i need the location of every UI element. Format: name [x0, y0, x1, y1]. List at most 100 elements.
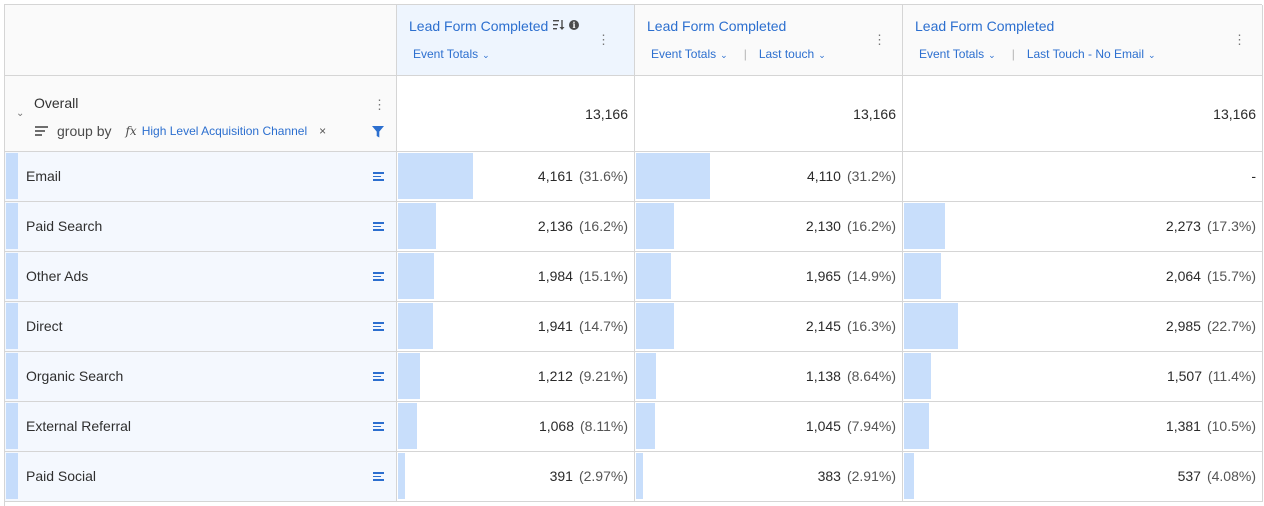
- cell-percent: (10.5%): [1206, 418, 1256, 434]
- column-header-1[interactable]: Lead Form Completed i ⋮ Event Totals ⌄: [397, 5, 635, 76]
- attribution-dropdown[interactable]: Last touch ⌄: [758, 47, 826, 61]
- group-by-icon: [35, 126, 48, 136]
- column-title[interactable]: Lead Form Completed: [647, 18, 787, 34]
- table-row-header[interactable]: Organic Search: [5, 352, 397, 402]
- cell-value: 1,984 (15.1%): [538, 252, 628, 300]
- info-icon[interactable]: i: [569, 20, 579, 30]
- cell-value: 1,212 (9.21%): [538, 352, 628, 400]
- share-bar: [398, 303, 433, 349]
- table-cell[interactable]: 4,110 (31.2%): [635, 152, 903, 202]
- column-title[interactable]: Lead Form Completed: [915, 18, 1055, 34]
- table-cell[interactable]: 1,212 (9.21%): [397, 352, 635, 402]
- row-label[interactable]: Direct: [26, 318, 63, 334]
- breakdown-icon[interactable]: [373, 422, 384, 431]
- cell-percent: (17.3%): [1206, 218, 1256, 234]
- metric-dropdown[interactable]: Event Totals ⌄: [919, 47, 996, 61]
- sort-descending-icon[interactable]: [553, 19, 565, 31]
- cell-count: 1,212: [537, 368, 573, 384]
- row-label[interactable]: External Referral: [26, 418, 132, 434]
- breakdown-icon[interactable]: [373, 472, 384, 481]
- table-cell[interactable]: -: [903, 152, 1263, 202]
- cell-value: 4,161 (31.6%): [538, 152, 628, 200]
- column-header-2[interactable]: Lead Form Completed ⋮ Event Totals ⌄ | La…: [635, 5, 903, 76]
- collapse-chevron-icon[interactable]: ⌄: [16, 108, 25, 119]
- row-label[interactable]: Email: [26, 168, 62, 184]
- more-options-icon[interactable]: ⋮: [1233, 32, 1246, 47]
- dimension-name[interactable]: High Level Acquisition Channel: [141, 124, 308, 138]
- row-accent: [6, 403, 18, 449]
- row-label[interactable]: Organic Search: [26, 368, 124, 384]
- table-cell[interactable]: 2,130 (16.2%): [635, 202, 903, 252]
- table-cell[interactable]: 2,985 (22.7%): [903, 302, 1263, 352]
- cell-value: 383 (2.91%): [818, 452, 896, 500]
- column-title[interactable]: Lead Form Completed: [409, 18, 549, 34]
- cell-percent: (8.64%): [846, 368, 896, 384]
- filter-icon[interactable]: [372, 126, 384, 138]
- table-row-header[interactable]: External Referral: [5, 402, 397, 452]
- table-cell[interactable]: 2,145 (16.3%): [635, 302, 903, 352]
- more-options-icon[interactable]: ⋮: [373, 97, 386, 112]
- row-accent: [6, 303, 18, 349]
- table-cell[interactable]: 1,507 (11.4%): [903, 352, 1263, 402]
- table-cell[interactable]: 1,381 (10.5%): [903, 402, 1263, 452]
- column-header-3[interactable]: Lead Form Completed ⋮ Event Totals ⌄ | La…: [903, 5, 1263, 76]
- table-row-header[interactable]: Direct: [5, 302, 397, 352]
- table-row-header[interactable]: Other Ads: [5, 252, 397, 302]
- cell-count: 2,136: [537, 218, 573, 234]
- row-label[interactable]: Paid Search: [26, 218, 103, 234]
- table-cell[interactable]: 1,045 (7.94%): [635, 402, 903, 452]
- row-accent: [6, 153, 18, 199]
- row-label[interactable]: Paid Social: [26, 468, 97, 484]
- table-cell[interactable]: 383 (2.91%): [635, 452, 903, 502]
- metric-dropdown[interactable]: Event Totals ⌄: [413, 47, 490, 61]
- breakdown-icon[interactable]: [373, 222, 384, 231]
- cell-count: 383: [817, 468, 841, 484]
- breakdown-icon[interactable]: [373, 322, 384, 331]
- table-cell[interactable]: 1,138 (8.64%): [635, 352, 903, 402]
- table-row-header[interactable]: Paid Search: [5, 202, 397, 252]
- cell-value: 1,045 (7.94%): [806, 402, 896, 450]
- remove-dimension-icon[interactable]: ×: [319, 124, 327, 138]
- table-row-header[interactable]: Email: [5, 152, 397, 202]
- chevron-down-icon: ⌄: [988, 50, 996, 60]
- cell-percent: (16.2%): [846, 218, 896, 234]
- table-cell[interactable]: 2,064 (15.7%): [903, 252, 1263, 302]
- row-label[interactable]: Other Ads: [26, 268, 89, 284]
- overall-total: 13,166: [635, 76, 903, 152]
- share-bar: [904, 403, 929, 449]
- table-cell[interactable]: 1,068 (8.11%): [397, 402, 635, 452]
- table-cell[interactable]: 1,965 (14.9%): [635, 252, 903, 302]
- cell-value: 4,110 (31.2%): [807, 152, 896, 200]
- table-cell[interactable]: 4,161 (31.6%): [397, 152, 635, 202]
- breakdown-icon[interactable]: [373, 272, 384, 281]
- dimension-tag[interactable]: fx High Level Acquisition Channel ×: [125, 124, 326, 138]
- share-bar: [904, 303, 958, 349]
- cell-percent: (15.7%): [1206, 268, 1256, 284]
- more-options-icon[interactable]: ⋮: [597, 32, 610, 47]
- overall-total: 13,166: [903, 76, 1263, 152]
- table-cell[interactable]: 2,273 (17.3%): [903, 202, 1263, 252]
- table-cell[interactable]: 537 (4.08%): [903, 452, 1263, 502]
- breakdown-icon[interactable]: [373, 172, 384, 181]
- more-options-icon[interactable]: ⋮: [873, 32, 886, 47]
- cell-percent: (2.97%): [578, 468, 628, 484]
- attribution-dropdown[interactable]: Last Touch - No Email ⌄: [1026, 47, 1156, 61]
- cell-percent: (22.7%): [1206, 318, 1256, 334]
- share-bar: [636, 203, 674, 249]
- cell-value: 2,130 (16.2%): [806, 202, 896, 250]
- share-bar: [398, 353, 420, 399]
- chevron-down-icon: ⌄: [818, 50, 826, 60]
- share-bar: [636, 403, 655, 449]
- metric-dropdown[interactable]: Event Totals ⌄: [651, 47, 728, 61]
- table-cell[interactable]: 2,136 (16.2%): [397, 202, 635, 252]
- cell-value: 1,138 (8.64%): [806, 352, 896, 400]
- table-cell[interactable]: 1,941 (14.7%): [397, 302, 635, 352]
- share-bar: [904, 253, 941, 299]
- table-cell[interactable]: 391 (2.97%): [397, 452, 635, 502]
- cell-percent: (16.2%): [578, 218, 628, 234]
- table-cell[interactable]: 1,984 (15.1%): [397, 252, 635, 302]
- cell-count: -: [1251, 168, 1256, 184]
- breakdown-icon[interactable]: [373, 372, 384, 381]
- table-row-header[interactable]: Paid Social: [5, 452, 397, 502]
- cell-value: 2,136 (16.2%): [538, 202, 628, 250]
